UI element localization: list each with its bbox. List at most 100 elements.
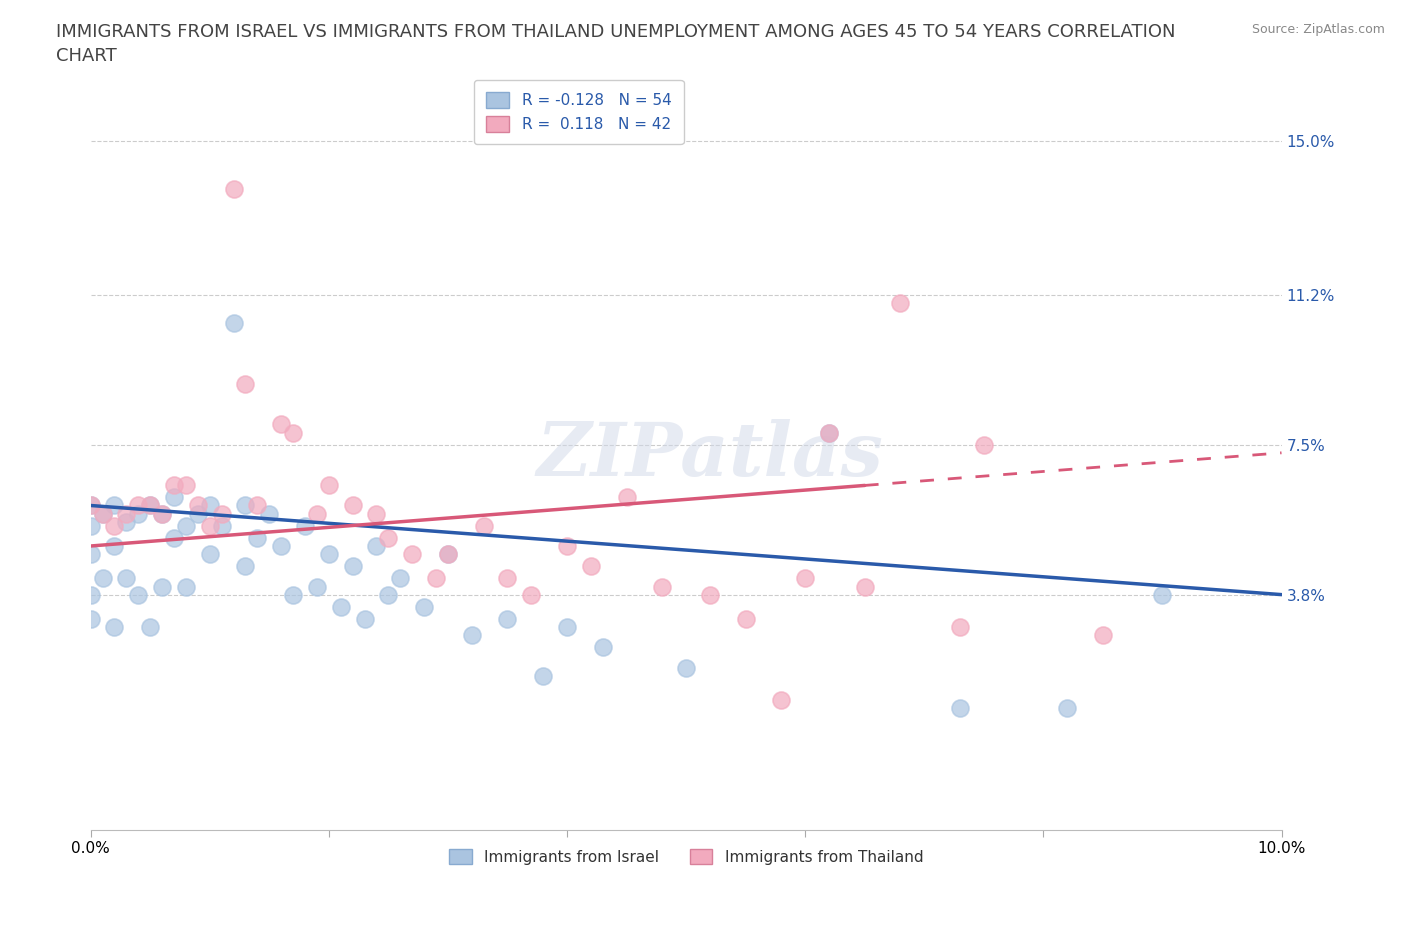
Point [1152, 587, 1174, 602]
Point [460, 628, 482, 643]
Point [675, 660, 697, 675]
Point [91, 506, 114, 521]
Point [79, 547, 101, 562]
Point [79, 587, 101, 602]
Point [259, 506, 281, 521]
Point [949, 619, 972, 634]
Point [949, 700, 972, 715]
Point [222, 182, 245, 197]
Point [353, 612, 375, 627]
Point [531, 668, 554, 683]
Point [281, 587, 304, 602]
Text: ZIPatlas: ZIPatlas [537, 418, 883, 491]
Point [555, 619, 578, 634]
Point [853, 579, 876, 594]
Point [103, 518, 125, 533]
Point [818, 425, 841, 440]
Point [139, 619, 162, 634]
Point [91, 506, 114, 521]
Point [377, 530, 399, 545]
Point [401, 547, 423, 562]
Text: Source: ZipAtlas.com: Source: ZipAtlas.com [1251, 23, 1385, 36]
Point [366, 538, 388, 553]
Point [366, 506, 388, 521]
Point [437, 547, 460, 562]
Point [318, 478, 340, 493]
Point [555, 538, 578, 553]
Point [79, 518, 101, 533]
Point [973, 437, 995, 452]
Point [115, 571, 138, 586]
Point [91, 571, 114, 586]
Point [651, 579, 673, 594]
Point [235, 559, 257, 574]
Point [127, 506, 149, 521]
Point [79, 498, 101, 513]
Point [103, 619, 125, 634]
Point [342, 498, 364, 513]
Text: IMMIGRANTS FROM ISRAEL VS IMMIGRANTS FROM THAILAND UNEMPLOYMENT AMONG AGES 45 TO: IMMIGRANTS FROM ISRAEL VS IMMIGRANTS FRO… [56, 23, 1175, 65]
Point [699, 587, 721, 602]
Point [734, 612, 756, 627]
Point [198, 498, 221, 513]
Point [139, 498, 162, 513]
Point [150, 506, 173, 521]
Point [413, 599, 436, 614]
Point [496, 571, 519, 586]
Point [246, 498, 269, 513]
Point [150, 506, 173, 521]
Point [616, 490, 638, 505]
Point [174, 478, 197, 493]
Point [246, 530, 269, 545]
Point [472, 518, 495, 533]
Point [79, 612, 101, 627]
Point [150, 579, 173, 594]
Point [187, 506, 209, 521]
Point [592, 640, 614, 655]
Point [342, 559, 364, 574]
Point [389, 571, 412, 586]
Point [222, 316, 245, 331]
Point [211, 518, 233, 533]
Point [127, 587, 149, 602]
Point [305, 506, 328, 521]
Point [198, 518, 221, 533]
Point [235, 498, 257, 513]
Point [818, 425, 841, 440]
Point [579, 559, 602, 574]
Point [318, 547, 340, 562]
Point [281, 425, 304, 440]
Point [115, 514, 138, 529]
Point [235, 377, 257, 392]
Point [794, 571, 817, 586]
Point [115, 506, 138, 521]
Point [305, 579, 328, 594]
Point [103, 538, 125, 553]
Point [163, 478, 186, 493]
Point [103, 498, 125, 513]
Point [174, 518, 197, 533]
Point [163, 530, 186, 545]
Point [520, 587, 543, 602]
Point [187, 498, 209, 513]
Legend: Immigrants from Israel, Immigrants from Thailand: Immigrants from Israel, Immigrants from … [443, 843, 929, 870]
Point [889, 296, 911, 311]
Point [294, 518, 316, 533]
Point [139, 498, 162, 513]
Point [211, 506, 233, 521]
Point [770, 693, 793, 708]
Point [496, 612, 519, 627]
Point [198, 547, 221, 562]
Point [174, 579, 197, 594]
Point [1091, 628, 1114, 643]
Point [329, 599, 352, 614]
Point [79, 498, 101, 513]
Point [377, 587, 399, 602]
Point [127, 498, 149, 513]
Point [1056, 700, 1078, 715]
Point [437, 547, 460, 562]
Point [270, 417, 292, 432]
Point [425, 571, 447, 586]
Point [163, 490, 186, 505]
Point [270, 538, 292, 553]
